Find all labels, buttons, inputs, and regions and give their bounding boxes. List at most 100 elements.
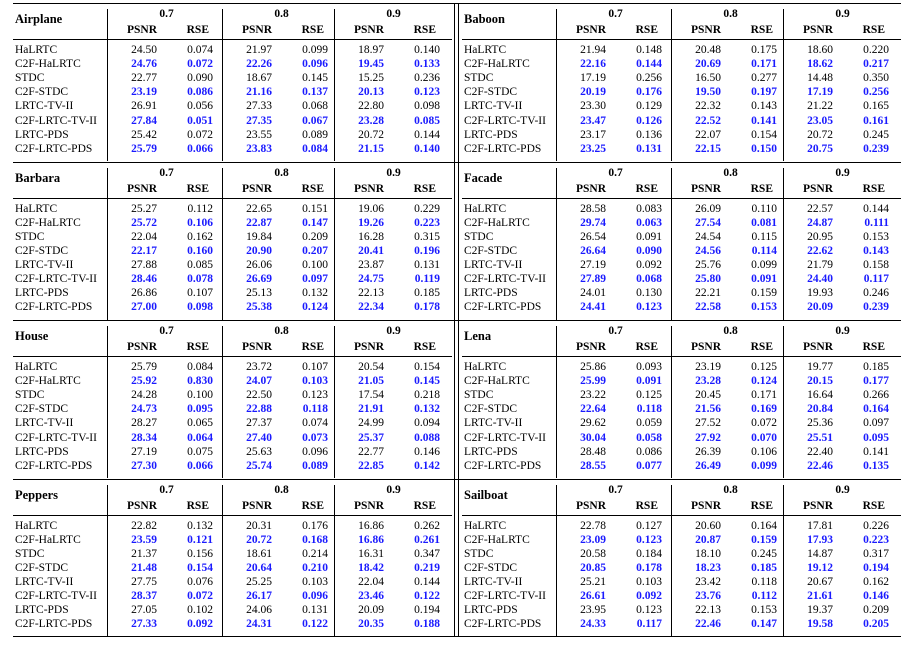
rse-value: 0.094 [414, 417, 440, 430]
rse-value: 0.096 [302, 58, 328, 71]
rse-value: 0.178 [414, 301, 440, 314]
rse-value: 0.178 [636, 561, 662, 574]
rse-value: 0.132 [302, 287, 328, 300]
rse-value: 0.143 [863, 244, 889, 257]
psnr-value: 27.88 [131, 258, 157, 271]
psnr-value: 22.62 [807, 244, 833, 257]
column-rule [107, 484, 108, 637]
psnr-value: 23.72 [246, 361, 272, 373]
psnr-value: 22.16 [580, 58, 606, 71]
rate-label: 0.9 [386, 483, 401, 496]
rate-label: 0.7 [159, 483, 174, 496]
rse-value: 0.051 [187, 114, 213, 127]
rse-value: 0.121 [187, 533, 213, 546]
psnr-value: 28.37 [131, 590, 157, 602]
psnr-value: 20.95 [807, 230, 833, 243]
column-rule [783, 9, 784, 161]
psnr-value: 25.79 [131, 361, 157, 373]
rse-header: RSE [186, 499, 209, 512]
rse-value: 0.085 [187, 258, 213, 271]
psnr-value: 22.04 [131, 230, 157, 243]
rse-value: 0.118 [751, 575, 777, 588]
header-rule [13, 356, 452, 357]
rse-header: RSE [635, 341, 658, 353]
rse-value: 0.100 [302, 258, 328, 271]
method-label: LRTC-PDS [15, 287, 69, 300]
psnr-value: 20.72 [246, 533, 272, 546]
psnr-header: PSNR [353, 24, 384, 36]
psnr-value: 21.61 [807, 590, 833, 602]
rse-value: 0.315 [414, 230, 440, 243]
rate-label: 0.7 [159, 166, 174, 179]
method-label: C2F-HaLRTC [15, 216, 81, 229]
psnr-value: 24.28 [131, 389, 157, 402]
rate-label: 0.8 [274, 483, 289, 496]
psnr-value: 28.55 [580, 459, 606, 472]
rate-label: 0.7 [159, 8, 174, 20]
rse-value: 0.147 [751, 618, 777, 631]
method-label: C2F-HaLRTC [464, 375, 530, 388]
psnr-value: 25.38 [246, 301, 272, 314]
psnr-header: PSNR [690, 24, 721, 36]
psnr-header: PSNR [802, 182, 833, 195]
psnr-value: 24.31 [246, 618, 272, 631]
psnr-header: PSNR [575, 341, 606, 353]
rse-value: 0.165 [863, 100, 889, 113]
rse-value: 0.205 [863, 618, 889, 631]
psnr-value: 20.87 [695, 533, 721, 546]
rse-value: 0.074 [302, 417, 328, 430]
column-rule [334, 167, 335, 320]
rse-value: 0.162 [863, 575, 889, 588]
rate-label: 0.8 [274, 8, 289, 20]
psnr-value: 20.09 [358, 604, 384, 617]
column-rule [783, 167, 784, 320]
rse-value: 0.220 [863, 44, 889, 56]
psnr-value: 27.33 [246, 100, 272, 113]
method-label: C2F-LRTC-PDS [15, 142, 93, 155]
rse-header: RSE [862, 182, 885, 195]
method-label: C2F-LRTC-PDS [15, 618, 93, 631]
psnr-value: 22.78 [580, 519, 606, 532]
method-label: LRTC-PDS [15, 445, 69, 458]
psnr-value: 24.76 [131, 58, 157, 71]
rse-value: 0.126 [636, 114, 662, 127]
rse-value: 0.103 [636, 575, 662, 588]
psnr-header: PSNR [575, 24, 606, 36]
rate-label: 0.9 [386, 325, 401, 337]
image-title: Baboon [464, 12, 505, 26]
psnr-value: 17.93 [807, 533, 833, 546]
psnr-value: 26.91 [131, 100, 157, 113]
psnr-header: PSNR [690, 341, 721, 353]
method-label: C2F-STDC [15, 244, 69, 257]
method-label: STDC [464, 72, 494, 85]
image-title: Peppers [15, 487, 59, 502]
column-rule [671, 167, 672, 320]
header-rule [462, 39, 901, 40]
method-label: STDC [15, 547, 45, 560]
rse-value: 0.154 [751, 128, 777, 141]
rse-value: 0.084 [302, 142, 328, 155]
method-label: HaLRTC [464, 519, 507, 532]
psnr-value: 29.62 [580, 417, 606, 430]
psnr-header: PSNR [575, 499, 606, 512]
rse-value: 0.123 [636, 533, 662, 546]
psnr-value: 26.39 [695, 445, 721, 458]
psnr-value: 25.86 [580, 361, 606, 373]
rse-value: 0.127 [636, 519, 662, 532]
column-rule [556, 9, 557, 161]
psnr-value: 23.95 [580, 604, 606, 617]
psnr-header: PSNR [802, 341, 833, 353]
psnr-value: 26.69 [246, 273, 272, 285]
rse-value: 0.177 [863, 375, 889, 388]
rse-value: 0.111 [864, 216, 889, 229]
rse-value: 0.123 [636, 301, 662, 314]
rse-value: 0.245 [751, 547, 777, 560]
psnr-value: 19.93 [807, 287, 833, 300]
psnr-value: 21.22 [807, 100, 833, 113]
psnr-value: 18.61 [246, 547, 272, 560]
rse-value: 0.070 [751, 431, 777, 444]
rse-value: 0.123 [636, 604, 662, 617]
psnr-value: 22.26 [246, 58, 272, 71]
rse-value: 0.156 [187, 547, 213, 560]
psnr-value: 22.07 [695, 128, 721, 141]
